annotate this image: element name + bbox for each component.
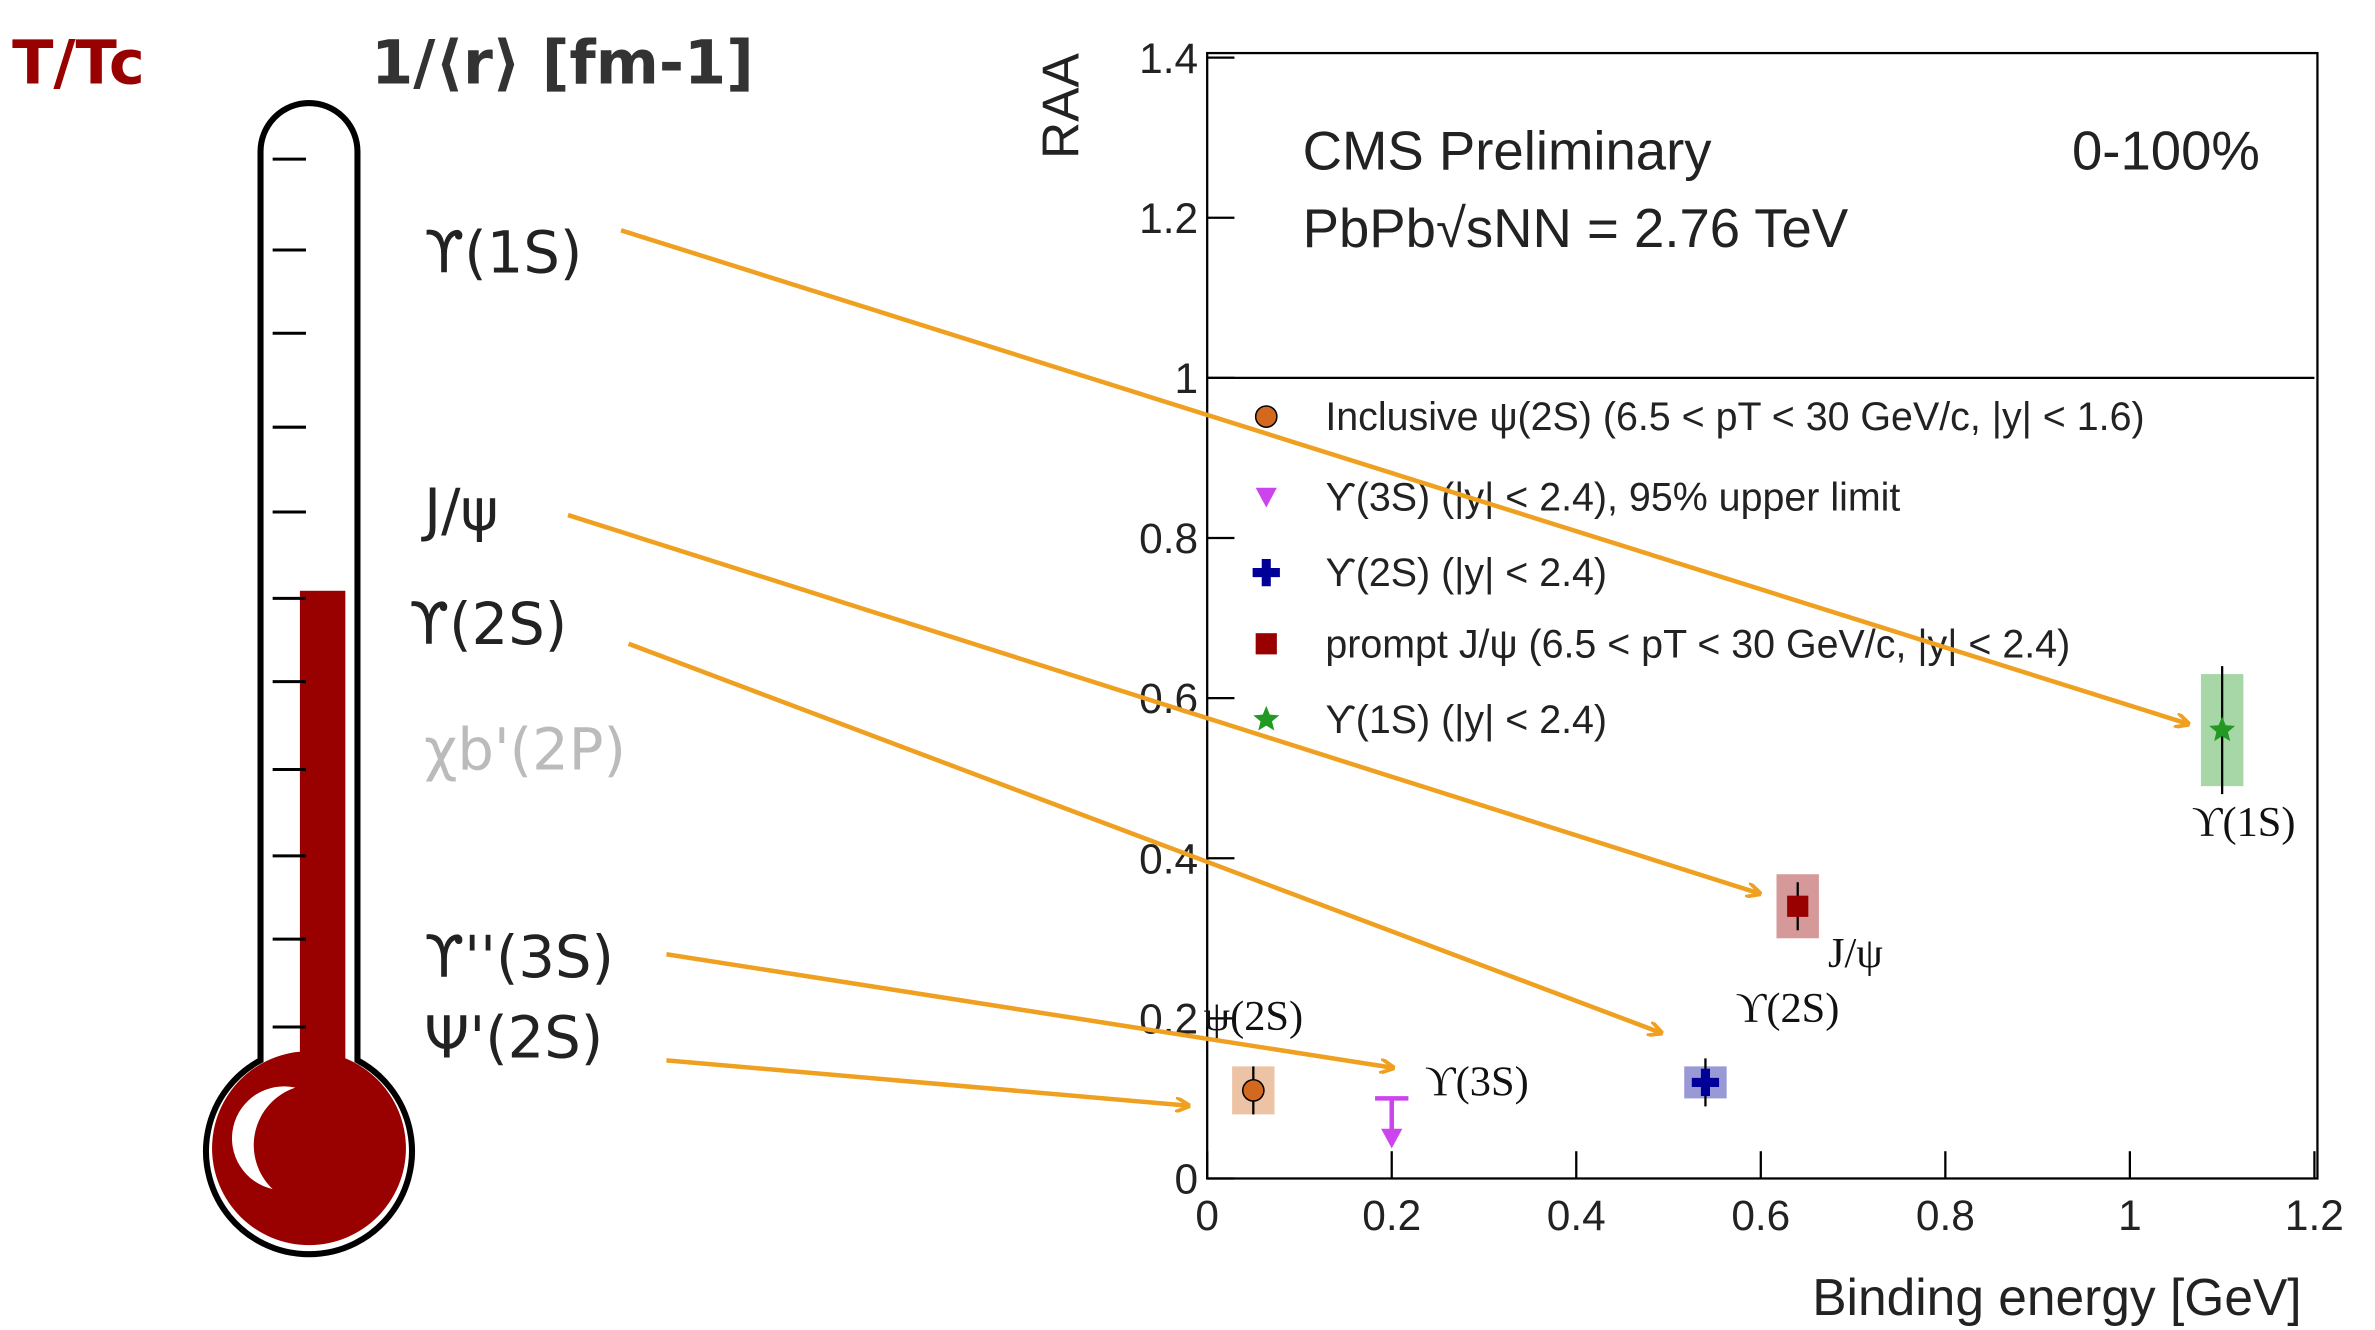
x-tick-label: 0 <box>1195 1192 1219 1239</box>
thermo-label: χb'(2P) <box>424 717 626 784</box>
point <box>2209 716 2236 742</box>
x-tick-label: 1.2 <box>2285 1192 2344 1239</box>
y-tick-label: 0 <box>1175 1156 1199 1203</box>
x-tick-label: 0.4 <box>1547 1192 1606 1239</box>
legend-marker <box>1253 705 1280 731</box>
legend-marker <box>1255 487 1277 508</box>
y-tick-label: 0.4 <box>1139 835 1198 882</box>
point <box>1787 895 1809 917</box>
subtitle: PbPb√sNN = 2.76 TeV <box>1303 198 1849 259</box>
point <box>1691 1068 1720 1097</box>
x-tick-label: 0.6 <box>1731 1192 1790 1239</box>
x-tick-label: 0.2 <box>1362 1192 1421 1239</box>
point-label: ϒ(3S) <box>1425 1058 1529 1105</box>
point <box>1255 487 1277 508</box>
x-tick-label: 0.8 <box>1916 1192 1975 1239</box>
legend-marker <box>1252 558 1280 587</box>
legend-marker <box>1254 405 1278 428</box>
y-tick-label: 1.4 <box>1139 35 1198 82</box>
point <box>1254 405 1278 428</box>
thermo-label: ϒ''(3S) <box>424 924 614 991</box>
point <box>1253 705 1280 731</box>
x-tick-label: 1 <box>2118 1192 2142 1239</box>
y-axis-label: RAA <box>1031 53 1089 160</box>
legend-label: Inclusive ψ(2S) (6.5 < pT < 30 GeV/c, |y… <box>1325 395 2144 439</box>
y-tick-label: 1 <box>1175 355 1199 402</box>
title: CMS Preliminary <box>1303 121 1713 182</box>
x-axis-label: Binding energy [GeV] <box>1812 1268 2301 1326</box>
point-label: ϒ(2S) <box>1736 985 1840 1032</box>
plot-frame <box>1206 51 2319 1180</box>
arrows <box>567 228 2189 1105</box>
legend-label: prompt J/ψ (6.5 < pT < 30 GeV/c, |y| < 2… <box>1325 622 2070 666</box>
thermo-label: J/ψ <box>421 477 498 544</box>
data-point <box>1375 1096 1409 1149</box>
point-label: ϒ(1S) <box>2192 799 2296 846</box>
radius-label: 1/⟨r⟩ [fm-1] <box>371 28 754 98</box>
data-point <box>1232 1066 1275 1115</box>
point <box>1381 1128 1403 1149</box>
thermo-label: ϒ(2S) <box>409 591 567 658</box>
legend-marker <box>1255 633 1277 655</box>
point-label: J/ψ <box>1828 930 1883 977</box>
point-label: ψ(2S) <box>1204 993 1304 1040</box>
annotation: 0-100% <box>2072 121 2260 182</box>
point <box>1252 558 1280 587</box>
temperature-label: T/Tc <box>12 28 145 98</box>
y-tick-label: 0.8 <box>1139 515 1198 562</box>
y-tick-label: 1.2 <box>1139 195 1198 242</box>
legend-label: ϒ(3S) (|y| < 2.4), 95% upper limit <box>1325 476 1900 520</box>
point <box>1255 633 1277 655</box>
data-point <box>2200 666 2244 795</box>
legend-label: ϒ(1S) (|y| < 2.4) <box>1325 698 1607 742</box>
thermo-label: ϒ(1S) <box>424 220 582 287</box>
point <box>1241 1079 1265 1102</box>
data-point <box>1684 1058 1727 1107</box>
legend-label: ϒ(2S) (|y| < 2.4) <box>1325 551 1607 595</box>
thermometer <box>202 100 415 1258</box>
thermo-label: Ψ'(2S) <box>424 1004 603 1071</box>
data-point <box>1776 874 1819 939</box>
